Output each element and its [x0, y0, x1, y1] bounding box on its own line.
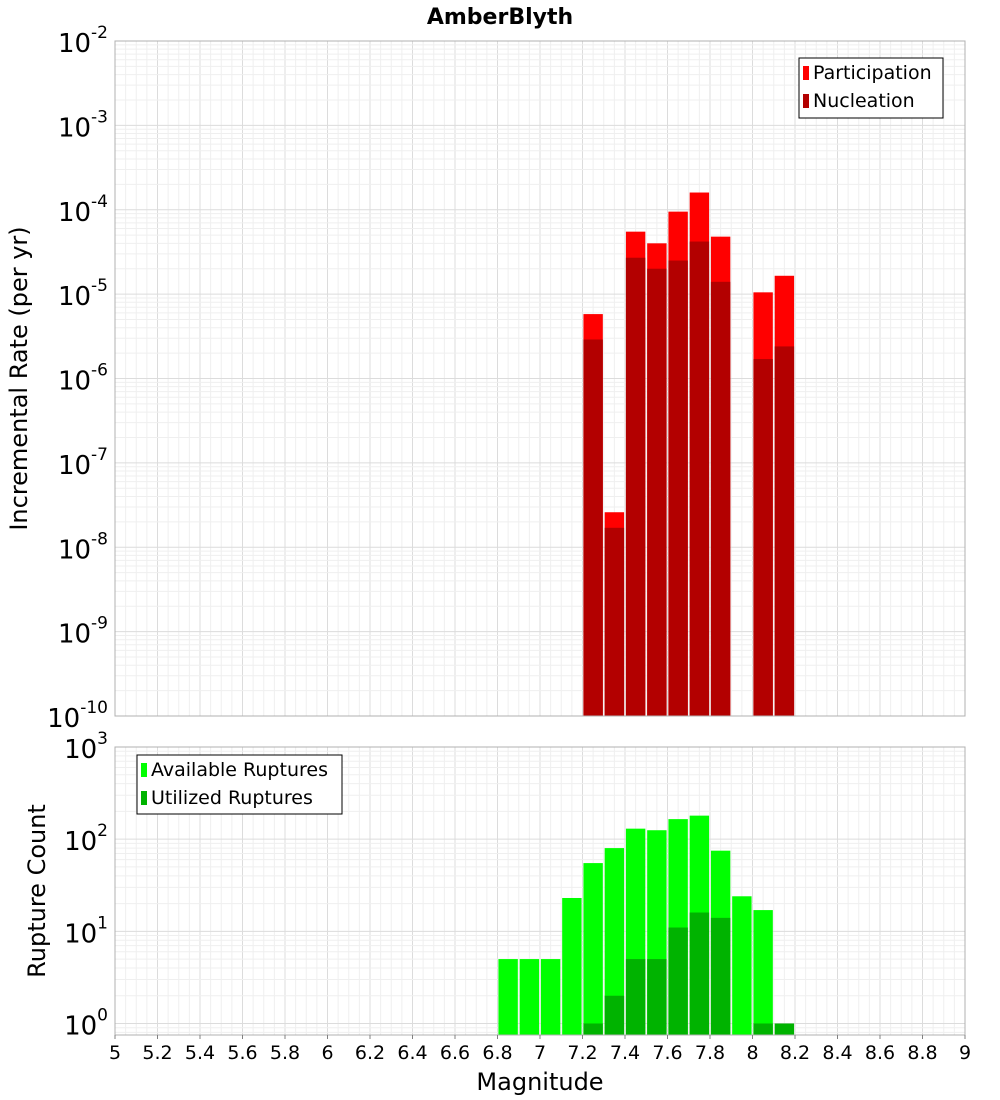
top-y-tick-label: 10-7	[58, 445, 108, 481]
bottom-legend-box	[136, 754, 343, 815]
top-grid	[114, 41, 966, 717]
bottom-chart: 100 101 102 103 5 5.2 5.4 5.6 5.8 6 6.2 6.4 6.6 6.8 7…	[23, 729, 971, 1096]
x-tick-label: 6.6	[440, 1042, 470, 1064]
available-ruptures-bar	[583, 863, 603, 1035]
top-bars	[583, 192, 795, 717]
x-tick-label: 8.6	[865, 1042, 895, 1064]
top-plot-frame	[114, 40, 966, 717]
legend-swatch-utilized-ruptures	[141, 791, 147, 805]
x-tick-label: 8	[746, 1042, 758, 1064]
nucleation-bar	[583, 339, 603, 716]
top-y-tick-label: 10-3	[58, 107, 108, 143]
utilized-ruptures-bar	[774, 1023, 795, 1035]
legend-label-available-ruptures: Available Ruptures	[151, 759, 328, 781]
x-axis-label: Magnitude	[476, 1068, 603, 1096]
nucleation-bar	[604, 527, 625, 716]
bottom-bars	[498, 815, 795, 1035]
top-y-tick-label: 10-6	[58, 361, 108, 397]
nucleation-bar	[710, 281, 731, 716]
x-tick-label: 5.6	[227, 1042, 257, 1064]
x-tick-label: 6.8	[482, 1042, 512, 1064]
x-tick-label: 8.2	[780, 1042, 810, 1064]
x-tick-label: 7.6	[652, 1042, 682, 1064]
x-tick-label: 5.4	[185, 1042, 215, 1064]
legend-label-nucleation: Nucleation	[813, 90, 915, 112]
top-chart: 10-10 10-9 10-8 10-7 10-6 10-5 10-4 10-3 10-2 In…	[5, 23, 966, 734]
legend-label-participation: Participation	[813, 62, 932, 84]
available-ruptures-bar	[604, 848, 625, 1035]
top-y-tick-label: 10-4	[58, 192, 108, 228]
chart-title: AmberBlyth	[427, 5, 573, 30]
x-tick-label: 7.2	[567, 1042, 597, 1064]
available-ruptures-bar	[753, 910, 773, 1035]
bottom-y-tick-label: 100	[64, 1005, 108, 1041]
top-y-tick-label: 10-5	[58, 276, 108, 312]
nucleation-bar	[689, 241, 710, 717]
top-y-tick-label: 10-2	[58, 23, 108, 59]
top-y-axis-label: Incremental Rate (per yr)	[5, 226, 33, 530]
x-tick-label: 9	[959, 1042, 971, 1064]
top-legend-box	[798, 57, 944, 119]
bottom-y-tick-label: 102	[64, 821, 108, 857]
utilized-ruptures-bar	[625, 959, 646, 1035]
available-ruptures-bar	[732, 896, 752, 1035]
x-tick-label: 8.4	[822, 1042, 852, 1064]
x-tick-label: 5.8	[270, 1042, 300, 1064]
utilized-ruptures-bar	[604, 995, 625, 1035]
x-tick-labels: 5 5.2 5.4 5.6 5.8 6 6.2 6.4 6.6 6.8 7 7.2 7.4 7.6 7.8 8…	[109, 1035, 971, 1064]
nucleation-bar	[668, 260, 688, 716]
utilized-ruptures-bar	[668, 927, 688, 1035]
available-ruptures-bar	[562, 897, 582, 1035]
x-tick-label: 5	[109, 1042, 121, 1064]
utilized-ruptures-bar	[583, 1023, 603, 1035]
x-tick-label: 7.4	[610, 1042, 640, 1064]
nucleation-bar	[625, 257, 646, 716]
x-tick-label: 6.4	[397, 1042, 427, 1064]
available-ruptures-bar	[519, 959, 540, 1035]
legend-label-utilized-ruptures: Utilized Ruptures	[151, 787, 313, 809]
bottom-y-tick-label: 101	[64, 913, 108, 949]
x-tick-label: 8.8	[907, 1042, 937, 1064]
legend-swatch-available-ruptures	[141, 763, 147, 777]
top-legend: Participation Nucleation	[798, 57, 944, 119]
bottom-legend: Available Ruptures Utilized Ruptures	[136, 754, 343, 815]
x-tick-label: 7	[534, 1042, 546, 1064]
x-tick-label: 7.8	[695, 1042, 725, 1064]
bottom-y-tick-label: 103	[64, 729, 108, 765]
utilized-ruptures-bar	[710, 917, 731, 1035]
utilized-ruptures-bar	[689, 912, 710, 1035]
nucleation-bar	[774, 346, 795, 716]
available-ruptures-bar	[498, 959, 518, 1035]
bottom-y-tick-labels: 100 101 102 103	[64, 729, 108, 1041]
legend-swatch-participation	[803, 66, 809, 80]
top-y-tick-labels: 10-10 10-9 10-8 10-7 10-6 10-5 10-4 10-3 10-2	[47, 23, 108, 734]
x-tick-label: 6.2	[355, 1042, 385, 1064]
utilized-ruptures-bar	[647, 959, 667, 1035]
x-tick-label: 5.2	[142, 1042, 172, 1064]
x-tick-label: 6	[321, 1042, 333, 1064]
top-y-tick-label: 10-10	[47, 698, 108, 734]
available-ruptures-bar	[540, 959, 561, 1035]
bottom-y-axis-label: Rupture Count	[23, 804, 51, 978]
nucleation-bar	[647, 268, 667, 716]
nucleation-bar	[753, 359, 773, 716]
legend-swatch-nucleation	[803, 94, 809, 108]
top-y-tick-label: 10-9	[58, 614, 108, 650]
top-y-tick-label: 10-8	[58, 529, 108, 565]
utilized-ruptures-bar	[753, 1023, 773, 1035]
